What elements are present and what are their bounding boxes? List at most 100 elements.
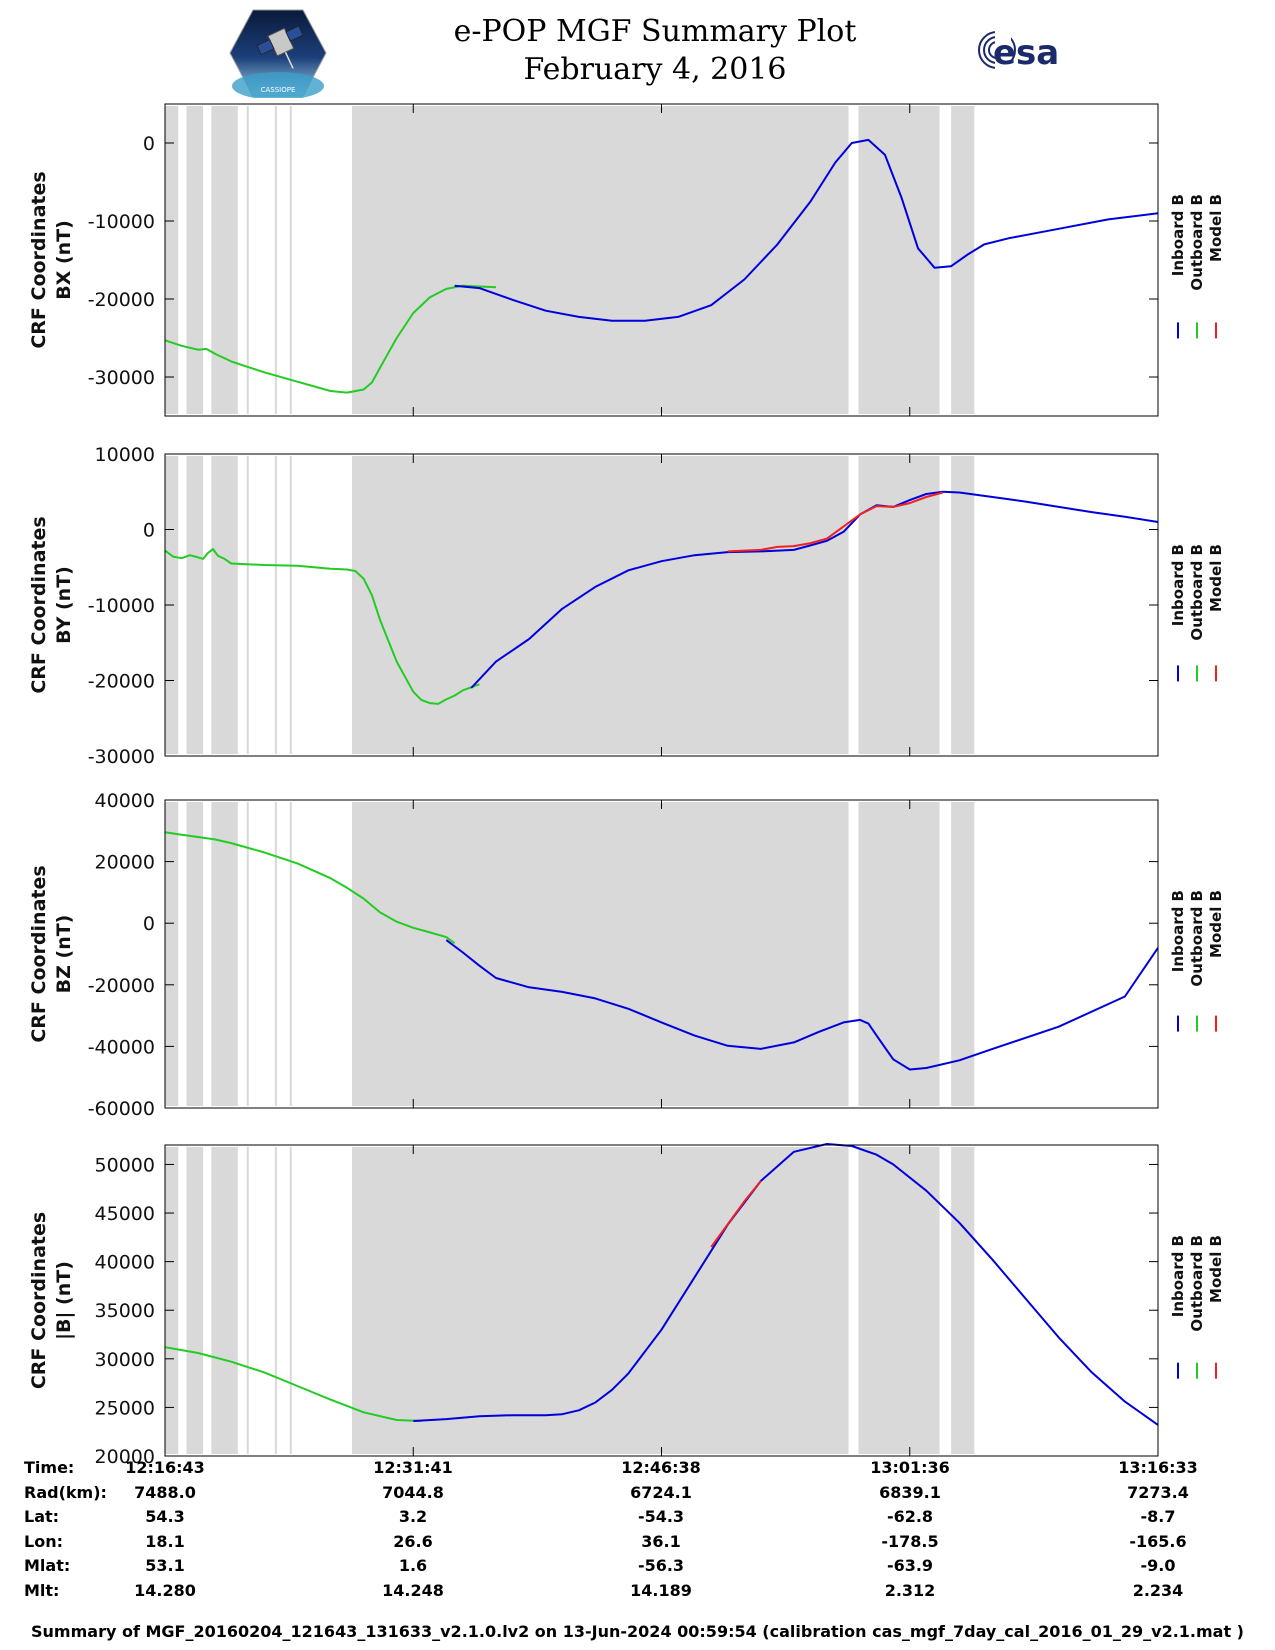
- legend-label: Model B: [1207, 1235, 1225, 1303]
- ephemeris-value: 26.6: [393, 1531, 433, 1551]
- y-tick-label: -10000: [88, 211, 155, 233]
- ephemeris-value: -63.9: [886, 1556, 934, 1575]
- ephemeris-key: Lat:: [24, 1507, 60, 1526]
- legend-label: Model B: [1207, 544, 1225, 612]
- shaded-interval: [165, 1147, 179, 1454]
- series-inboard-b: [470, 490, 1159, 689]
- chart-title: e-POP MGF Summary Plot: [453, 14, 857, 49]
- y-tick-label: 50000: [95, 1154, 155, 1176]
- ephemeris-value: 2.234: [1132, 1580, 1184, 1600]
- ephemeris-value: 12:46:38: [621, 1458, 701, 1477]
- shaded-interval: [951, 106, 975, 414]
- ephemeris-key: Mlat:: [24, 1556, 71, 1575]
- y-tick-label: 45000: [95, 1203, 155, 1225]
- esa-logo-icon: esa: [975, 28, 1095, 78]
- shaded-interval: [951, 456, 975, 754]
- y-tick-label: -30000: [88, 367, 155, 389]
- shaded-interval: [211, 456, 238, 754]
- y-tick-label: 0: [143, 520, 155, 542]
- series-inboard-b: [454, 138, 1159, 322]
- y-tick-label: 20000: [95, 1446, 155, 1468]
- ephemeris-value: -8.7: [1140, 1507, 1176, 1526]
- legend-label: Model B: [1207, 194, 1225, 262]
- shaded-interval: [951, 1147, 975, 1454]
- panel-3: 40000 20000 0 -20000 -40000 -60000 CRF Coordin…: [28, 790, 1225, 1120]
- y-tick-label: -20000: [88, 671, 155, 693]
- y-tick-label: 25000: [95, 1397, 155, 1419]
- ephemeris-value: 54.3: [145, 1507, 185, 1526]
- y-axis-unit-label: BX (nT): [53, 220, 75, 300]
- ephemeris-value: -165.6: [1129, 1531, 1187, 1551]
- y-tick-label: 0: [143, 913, 155, 935]
- y-axis-label: CRF Coordinates: [28, 516, 50, 693]
- series-model-b: [727, 491, 944, 553]
- ephemeris-value: 7273.4: [1127, 1482, 1189, 1502]
- panel-1: 0 -10000 -20000 -30000 CRF Coordinates BX (nT…: [28, 103, 1225, 417]
- svg-text:CASSIOPE: CASSIOPE: [261, 86, 296, 94]
- ephemeris-value: 7044.8: [382, 1482, 444, 1502]
- svg-text:esa: esa: [993, 33, 1059, 73]
- shaded-interval: [186, 1147, 204, 1454]
- y-tick-label: 20000: [95, 852, 155, 874]
- ephemeris-value: 36.1: [641, 1531, 681, 1551]
- ephemeris-value: 3.2: [398, 1507, 428, 1526]
- y-axis-label: CRF Coordinates: [28, 171, 50, 348]
- y-tick-label: 0: [143, 133, 155, 155]
- legend-label: Inboard B: [1169, 194, 1187, 276]
- shaded-interval: [211, 106, 238, 414]
- shaded-interval: [165, 802, 179, 1106]
- y-axis-label: CRF Coordinates: [28, 1212, 50, 1389]
- shaded-interval: [858, 106, 940, 414]
- ephemeris-value: 13:16:33: [1118, 1458, 1198, 1477]
- ephemeris-value: 2.312: [884, 1580, 936, 1600]
- ephemeris-value: 14.189: [630, 1580, 692, 1600]
- ephemeris-value: 1.6: [398, 1556, 428, 1575]
- legend-label: Outboard B: [1188, 194, 1206, 291]
- ephemeris-value: -54.3: [637, 1507, 685, 1526]
- shaded-interval: [858, 802, 940, 1106]
- ephemeris-value: 14.248: [382, 1580, 444, 1600]
- shaded-interval: [858, 456, 940, 754]
- ephemeris-value: 7488.0: [134, 1482, 196, 1502]
- shaded-interval: [211, 802, 238, 1106]
- ephemeris-value: -178.5: [881, 1531, 939, 1551]
- y-tick-label: -40000: [88, 1036, 155, 1058]
- series-outboard-b: [164, 1346, 422, 1422]
- ephemeris-value: -56.3: [637, 1556, 685, 1575]
- ephemeris-value: 6839.1: [879, 1482, 941, 1502]
- ephemeris-key: Lon:: [24, 1531, 63, 1551]
- shaded-interval: [352, 1147, 849, 1454]
- panel-2: 10000 0 -10000 -20000 -30000 CRF Coordinates B…: [28, 444, 1225, 768]
- legend-label: Model B: [1207, 890, 1225, 958]
- ephemeris-value: 6724.1: [630, 1482, 692, 1502]
- ephemeris-key: Time:: [24, 1458, 75, 1477]
- y-tick-label: -60000: [88, 1098, 155, 1120]
- series-model-b: [710, 1180, 762, 1248]
- ephemeris-value: 18.1: [145, 1531, 185, 1551]
- shaded-interval: [211, 1147, 238, 1454]
- panel-4: 50000 45000 40000 35000 30000 25000 20000 CRF C…: [28, 1143, 1225, 1468]
- ephemeris-key: Rad(km):: [24, 1482, 107, 1502]
- y-tick-label: -30000: [88, 746, 155, 768]
- ephemeris-table: Time: Rad(km): Lat: Lon: Mlat: Mlt: 12:16:43 74…: [0, 1458, 1275, 1618]
- y-tick-label: 10000: [95, 444, 155, 466]
- legend-label: Inboard B: [1169, 890, 1187, 972]
- footer-caption: Summary of MGF_20160204_121643_131633_v2…: [31, 1622, 1244, 1641]
- ephemeris-value: 12:31:41: [373, 1458, 453, 1477]
- shaded-interval: [352, 106, 849, 414]
- legend-label: Outboard B: [1188, 1235, 1206, 1332]
- legend-label: Outboard B: [1188, 890, 1206, 987]
- shaded-interval: [186, 456, 204, 754]
- ephemeris-value: -62.8: [886, 1507, 934, 1526]
- ephemeris-key: Mlt:: [24, 1580, 60, 1600]
- series-outboard-b: [164, 831, 456, 945]
- shaded-interval: [352, 456, 849, 754]
- chart-date: February 4, 2016: [523, 52, 787, 87]
- ephemeris-value: -9.0: [1140, 1556, 1176, 1575]
- y-axis-label: CRF Coordinates: [28, 865, 50, 1042]
- shaded-interval: [165, 106, 179, 414]
- y-tick-label: 40000: [95, 790, 155, 812]
- header: CASSIOPE e-POP MGF Summary Plot February…: [0, 0, 1275, 100]
- legend-label: Inboard B: [1169, 544, 1187, 626]
